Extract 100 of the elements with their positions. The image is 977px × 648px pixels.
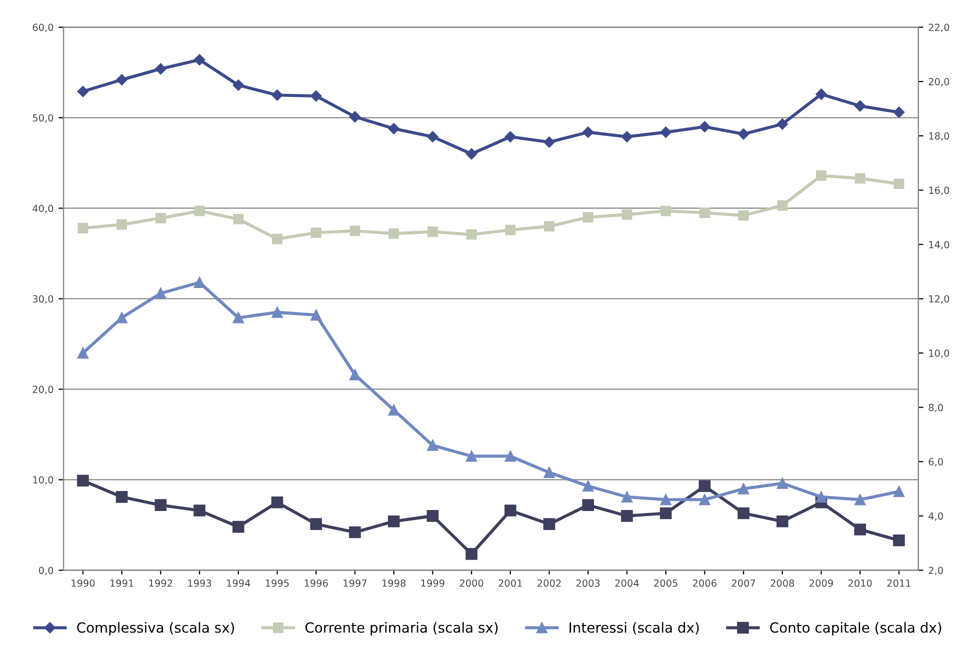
x-tick-label: 2002 [538,579,561,587]
point [816,491,827,502]
point [854,100,866,112]
legend-label: Complessiva (scala sx) [77,622,234,636]
x-tick-label: 2004 [615,579,639,587]
y-tick-label: 60,0 [32,24,54,32]
point [310,227,322,238]
point [78,222,88,234]
point [232,80,244,91]
point [504,504,516,516]
point [777,200,788,211]
point [232,312,244,324]
y-tick-label: 30,0 [32,295,54,304]
point [310,518,322,530]
point [388,228,400,239]
point [116,312,128,324]
x-tick-label: 1993 [188,579,212,587]
y-tick-label: 50,0 [32,114,54,123]
point [427,131,438,142]
point [350,226,360,236]
point [349,111,361,122]
x-tick-label: 1999 [421,579,444,587]
point [699,494,710,506]
x-tick-label: 1990 [72,579,95,587]
point [310,90,322,102]
point [776,478,788,489]
point [427,440,438,451]
point [271,496,284,508]
x-tick-label: 2009 [810,579,833,587]
point [582,126,594,138]
y2-tick-label: 16,0 [929,186,950,195]
point [272,89,283,101]
point [621,131,633,142]
point [466,450,478,462]
point [660,507,672,520]
point [894,178,904,189]
point [388,404,400,416]
legend-label: Conto capitale (scala dx) [770,622,942,636]
y2-tick-label: 2,0 [928,566,943,576]
x-tick-label: 2010 [848,579,872,587]
point [310,309,322,321]
x-tick-label: 1998 [382,579,406,587]
x-tick-label: 2005 [654,579,678,587]
point [582,499,594,511]
point [582,480,594,492]
point [660,206,672,216]
point [660,494,672,506]
point [582,212,594,222]
x-tick-label: 1991 [110,579,134,587]
point [233,214,244,224]
point [854,524,866,536]
x-tick-label: 2000 [460,579,484,587]
point [854,173,866,184]
legend-label: Interessi (scala dx) [570,622,699,634]
point [272,306,283,318]
point [622,209,632,220]
x-tick-label: 2003 [576,579,600,587]
y2-tick-label: 12,0 [929,295,950,304]
point [699,208,710,218]
point [77,347,88,359]
point [155,63,166,74]
point [816,170,826,181]
point [504,450,516,462]
y-tick-label: 20,0 [32,386,54,394]
point [116,219,127,230]
point [504,131,516,142]
point [776,118,788,130]
y2-tick-label: 14,0 [929,240,950,250]
point [544,466,555,478]
point [543,518,556,530]
legend-label: Corrente primaria (scala sx) [305,622,498,636]
y-tick-label: 0,0 [38,566,54,576]
x-tick-label: 2011 [887,579,910,587]
x-tick-label: 2006 [693,579,716,587]
point [738,483,750,494]
point [427,226,438,237]
point [155,212,166,224]
point [194,54,206,66]
point [349,526,361,538]
point [155,288,166,299]
point [699,121,710,132]
point [738,507,750,520]
point [621,491,632,502]
point [116,74,128,86]
point [116,491,128,503]
point [466,229,477,240]
y-tick-label: 40,0 [32,204,54,214]
point [349,369,360,380]
point [776,515,788,528]
y2-tick-label: 20,0 [928,78,950,86]
x-tick-label: 1995 [266,579,289,587]
x-tick-label: 1994 [227,579,250,587]
point [893,534,905,546]
x-tick-label: 1992 [149,579,172,587]
point [738,210,749,221]
point [388,122,400,134]
point [77,474,89,487]
point [621,510,633,522]
point [426,510,439,522]
point [854,494,866,506]
